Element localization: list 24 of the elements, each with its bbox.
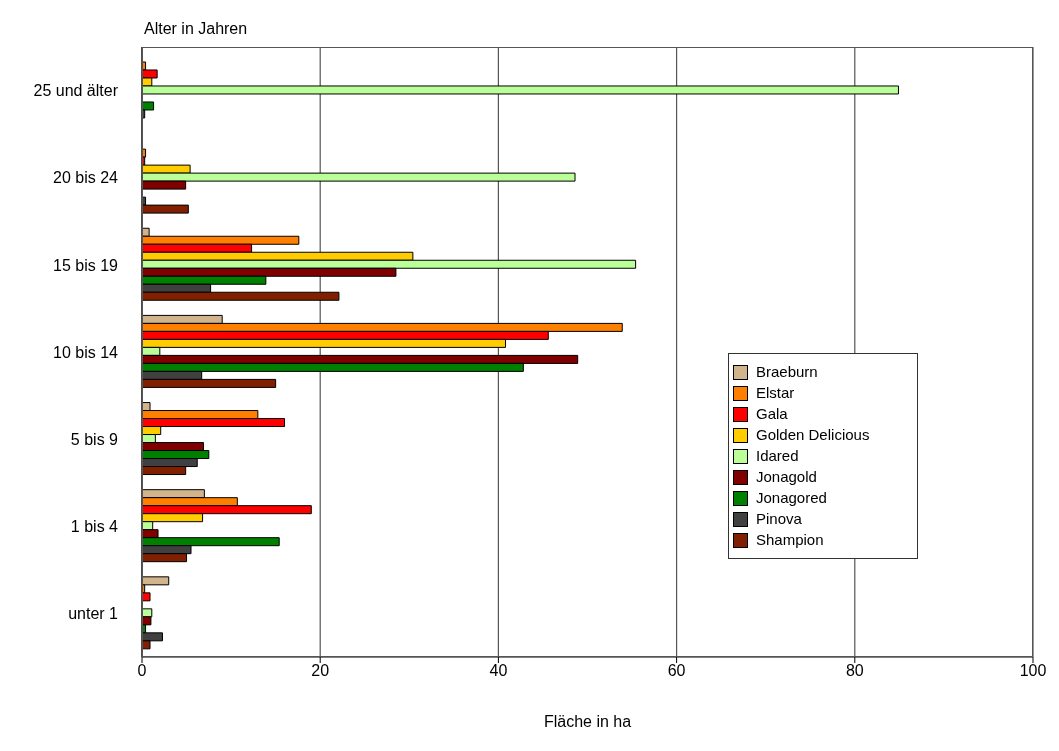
x-axis-title: Fläche in ha [542, 713, 633, 731]
legend-label: Idared [756, 447, 799, 465]
legend-label: Jonagored [756, 489, 827, 507]
y-tick-label: unter 1 [68, 605, 119, 623]
x-tick-label: 0 [137, 662, 147, 680]
y-axis-title: Alter in Jahren [144, 20, 248, 38]
x-tick-label: 100 [1019, 662, 1047, 680]
x-tick-label: 20 [311, 662, 330, 680]
legend-label: Pinova [756, 510, 802, 528]
y-tick-label: 10 bis 14 [53, 343, 119, 361]
y-tick-label: 15 bis 19 [53, 256, 119, 274]
y-tick-label: 25 und älter [33, 82, 119, 100]
x-tick-label: 60 [667, 662, 686, 680]
legend-label: Shampion [756, 531, 824, 549]
legend-label: Jonagold [756, 468, 817, 486]
legend-label: Golden Delicious [756, 426, 870, 444]
y-tick-label: 1 bis 4 [70, 517, 119, 535]
legend-label: Braeburn [756, 363, 818, 381]
x-tick-label: 40 [489, 662, 508, 680]
legend-label: Elstar [756, 384, 795, 402]
x-tick-label: 80 [845, 662, 864, 680]
legend-label: Gala [756, 405, 788, 423]
y-tick-label: 20 bis 24 [53, 169, 119, 187]
y-tick-label: 5 bis 9 [70, 430, 119, 448]
